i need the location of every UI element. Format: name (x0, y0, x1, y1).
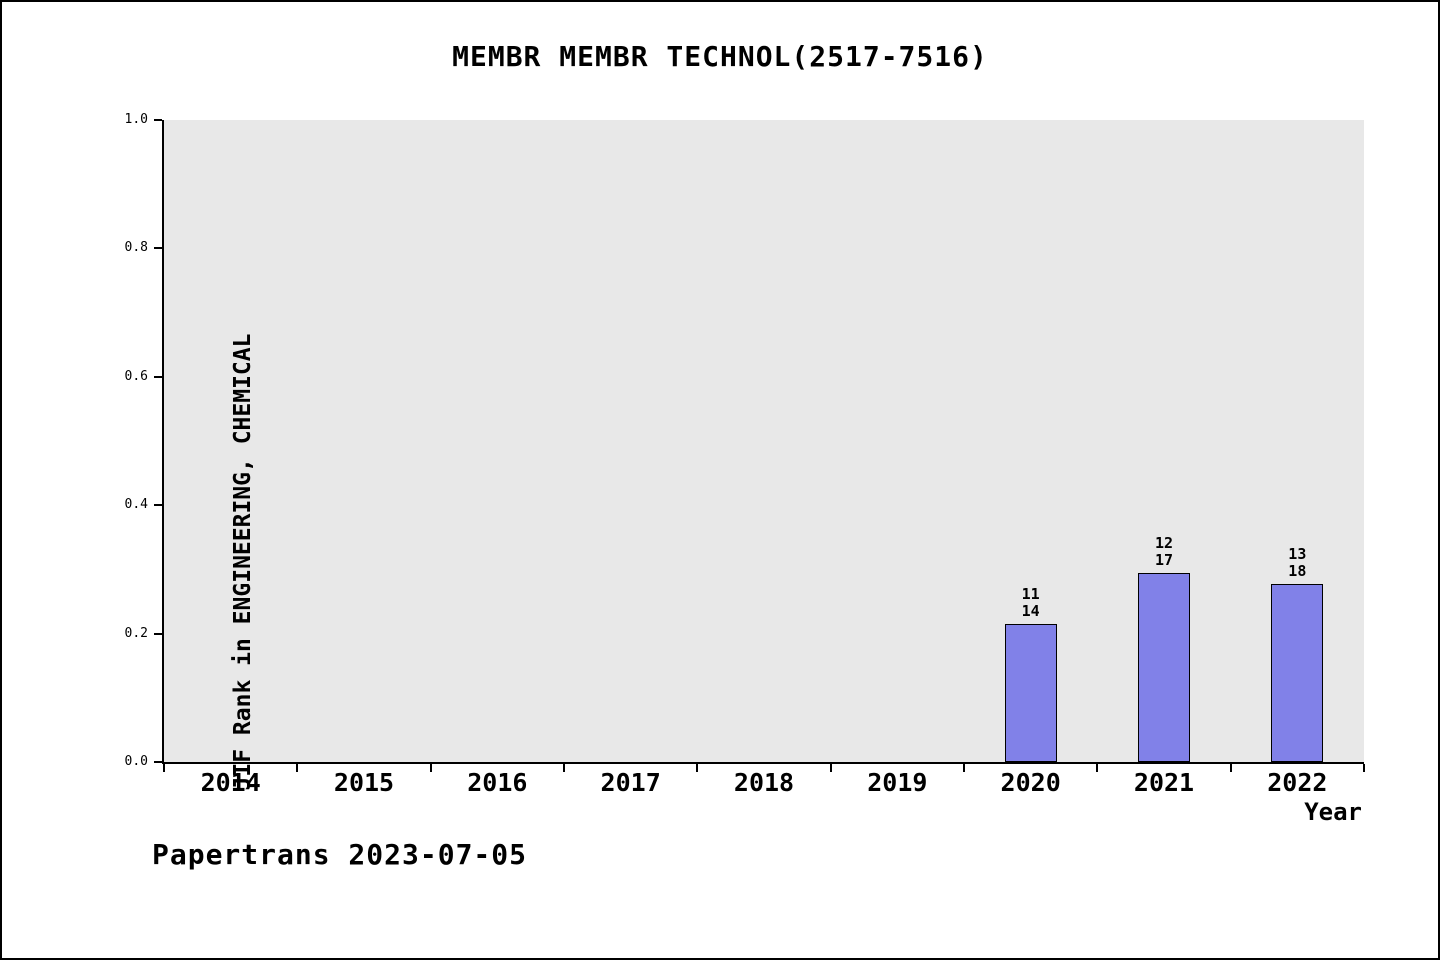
bar (1138, 573, 1190, 762)
x-tick-label: 2019 (867, 768, 928, 797)
x-tick-mark (829, 764, 832, 772)
x-tick-label: 2021 (1133, 768, 1195, 797)
y-tick-label: 0.4 (124, 497, 148, 513)
x-tick-mark (429, 764, 432, 772)
x-tick-label: 2016 (467, 768, 528, 797)
y-tick-mark (154, 632, 162, 635)
y-tick-mark (154, 119, 162, 121)
y-tick-mark (154, 247, 162, 250)
y-tick-label: 0.2 (124, 625, 148, 641)
x-tick-label: 2017 (600, 768, 661, 797)
x-tick-mark (296, 764, 299, 772)
x-tick-label: 2014 (200, 768, 261, 797)
y-tick-label: 0.6 (124, 368, 148, 384)
x-tick-label: 2022 (1267, 768, 1328, 797)
chart-title: MEMBR MEMBR TECHNOL(2517-7516) (452, 40, 988, 73)
x-tick-mark (696, 764, 699, 772)
x-tick-mark (563, 764, 565, 772)
x-tick-label: 2015 (333, 768, 395, 797)
x-axis-label: Year (1304, 798, 1362, 826)
x-tick-label: 2018 (733, 768, 795, 797)
bar (1004, 624, 1057, 762)
plot-area: JIF Rank in ENGINEERING, CHEMICAL 0.0 0.2 0… (125, 112, 1365, 797)
bar (1271, 583, 1324, 762)
footer-text: Papertrans 2023-07-05 (152, 838, 528, 871)
y-tick-label: 1.0 (124, 112, 148, 127)
bar-label: 11 14 (1021, 585, 1040, 621)
y-tick-label: 0.8 (124, 240, 148, 256)
y-tick-mark (154, 375, 162, 378)
y-tick-label: 0.0 (124, 754, 148, 769)
x-tick-mark (1363, 764, 1365, 772)
bar-label: 13 18 (1288, 544, 1307, 580)
x-tick-mark (1096, 764, 1099, 772)
x-tick-mark (1229, 764, 1232, 772)
y-tick-mark (154, 504, 162, 507)
bar-label: 12 17 (1154, 534, 1174, 570)
x-tick-mark (163, 764, 165, 772)
x-tick-label: 2020 (1000, 768, 1061, 797)
y-axis-label: JIF Rank in ENGINEERING, CHEMICAL (230, 333, 256, 791)
y-tick-mark (154, 761, 162, 763)
x-tick-mark (963, 764, 965, 772)
